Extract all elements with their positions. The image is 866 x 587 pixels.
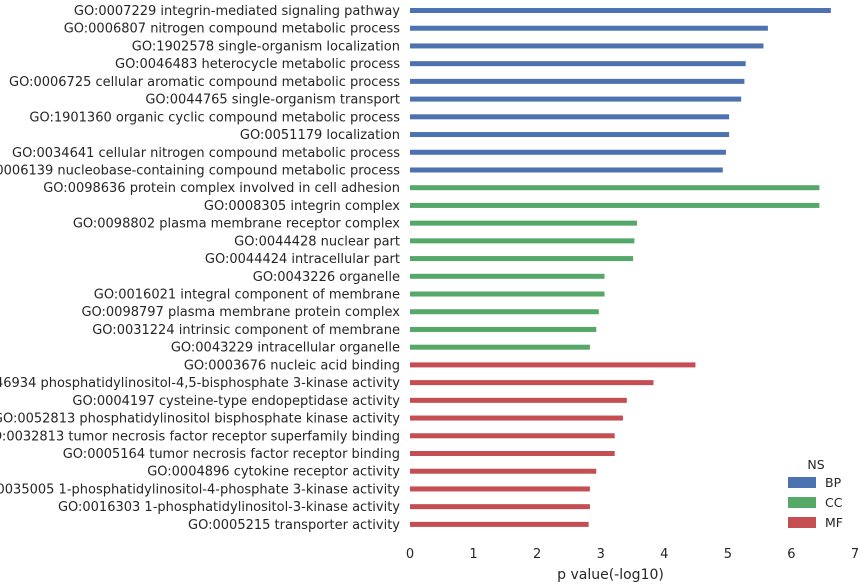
bar: [410, 468, 597, 474]
bar: [410, 132, 730, 138]
bar: [410, 291, 605, 297]
category-label: GO:0098802 plasma membrane receptor comp…: [73, 217, 400, 232]
bar: [410, 397, 627, 403]
category-label: GO:0005164 tumor necrosis factor recepto…: [63, 447, 400, 462]
category-label: GO:1901360 organic cyclic compound metab…: [29, 110, 400, 125]
category-label: GO:0043226 organelle: [253, 270, 400, 285]
category-label: GO:0098797 plasma membrane protein compl…: [81, 305, 400, 320]
x-tick-label: 7: [851, 547, 859, 562]
bar: [410, 486, 590, 492]
bar: [410, 114, 730, 120]
category-label: GO:0004896 cytokine receptor activity: [147, 465, 400, 480]
category-label: GO:0006807 nitrogen compound metabolic p…: [64, 22, 401, 37]
bar: [410, 380, 654, 386]
category-labels: GO:0007229 integrin-mediated signaling p…: [0, 4, 400, 533]
legend-swatch-bp: [788, 477, 816, 488]
bar: [410, 451, 615, 456]
category-label: GO:0043229 intracellular organelle: [171, 341, 400, 356]
bar: [410, 43, 764, 49]
bar: [410, 167, 723, 173]
bar: [410, 504, 590, 510]
bar: [410, 521, 589, 527]
category-label: GO:0044424 intracellular part: [205, 252, 400, 267]
legend-swatch-cc: [788, 497, 816, 508]
category-label: GO:0007229 integrin-mediated signaling p…: [74, 4, 400, 19]
category-label: GO:0004197 cysteine-type endopeptidase a…: [72, 394, 400, 409]
x-tick-label: 4: [660, 547, 668, 562]
bar: [410, 433, 615, 439]
legend-label-cc: CC: [825, 495, 843, 510]
category-label: GO:0046934 phosphatidylinositol-4,5-bisp…: [0, 376, 400, 391]
x-tick-label: 5: [724, 547, 732, 562]
legend: NS BP CC MF: [788, 457, 843, 530]
category-label: GO:0006139 nucleobase-containing compoun…: [0, 163, 400, 178]
x-tick-label: 1: [469, 547, 477, 562]
bar: [410, 362, 696, 368]
bar: [410, 344, 590, 350]
bar: [410, 238, 635, 244]
legend-title: NS: [807, 457, 824, 472]
category-label: GO:0008305 integrin complex: [204, 199, 400, 214]
bar: [410, 78, 745, 84]
category-label: GO:0052813 phosphatidylinositol bisphosp…: [0, 412, 400, 427]
category-label: GO:0044428 nuclear part: [234, 234, 400, 249]
category-label: GO:0031224 intrinsic component of membra…: [92, 323, 400, 338]
legend-label-mf: MF: [825, 515, 843, 530]
category-label: GO:0051179 localization: [240, 128, 400, 143]
x-tick-label: 3: [597, 547, 605, 562]
bar: [410, 309, 599, 315]
bar: [410, 256, 634, 262]
bar: [410, 220, 637, 226]
category-label: GO:0035005 1-phosphatidylinositol-4-phos…: [0, 482, 400, 497]
category-label: GO:0006725 cellular aromatic compound me…: [9, 75, 400, 90]
bar: [410, 8, 831, 13]
bars-group: [410, 8, 831, 527]
category-label: GO:0003676 nucleic acid binding: [184, 358, 400, 373]
category-label: GO:0098636 protein complex involved in c…: [43, 181, 400, 196]
category-label: GO:1902578 single-organism localization: [132, 39, 400, 54]
category-label: GO:0044765 single-organism transport: [145, 93, 400, 108]
legend-swatch-mf: [788, 517, 816, 528]
category-label: GO:0046483 heterocycle metabolic process: [115, 57, 400, 72]
legend-label-bp: BP: [825, 475, 842, 490]
bar: [410, 149, 726, 155]
x-tick-label: 0: [406, 547, 414, 562]
x-axis-ticks: 0 1 2 3 4 5 6 7: [406, 547, 859, 562]
bar: [410, 326, 597, 332]
category-label: GO:0032813 tumor necrosis factor recepto…: [0, 429, 400, 444]
x-tick-label: 2: [533, 547, 541, 562]
bar: [410, 25, 768, 31]
category-label: GO:0005215 transporter activity: [188, 518, 400, 533]
bar: [410, 96, 742, 102]
x-axis-title: p value(-log10): [557, 567, 664, 583]
bar: [410, 185, 820, 191]
x-tick-label: 6: [787, 547, 795, 562]
category-label: GO:0016303 1-phosphatidylinositol-3-kina…: [58, 500, 400, 515]
bar: [410, 202, 820, 208]
bar: [410, 273, 605, 279]
bar: [410, 61, 746, 67]
category-label: GO:0016021 integral component of membran…: [94, 288, 400, 303]
category-label: GO:0034641 cellular nitrogen compound me…: [12, 146, 400, 161]
bar: [410, 415, 623, 421]
